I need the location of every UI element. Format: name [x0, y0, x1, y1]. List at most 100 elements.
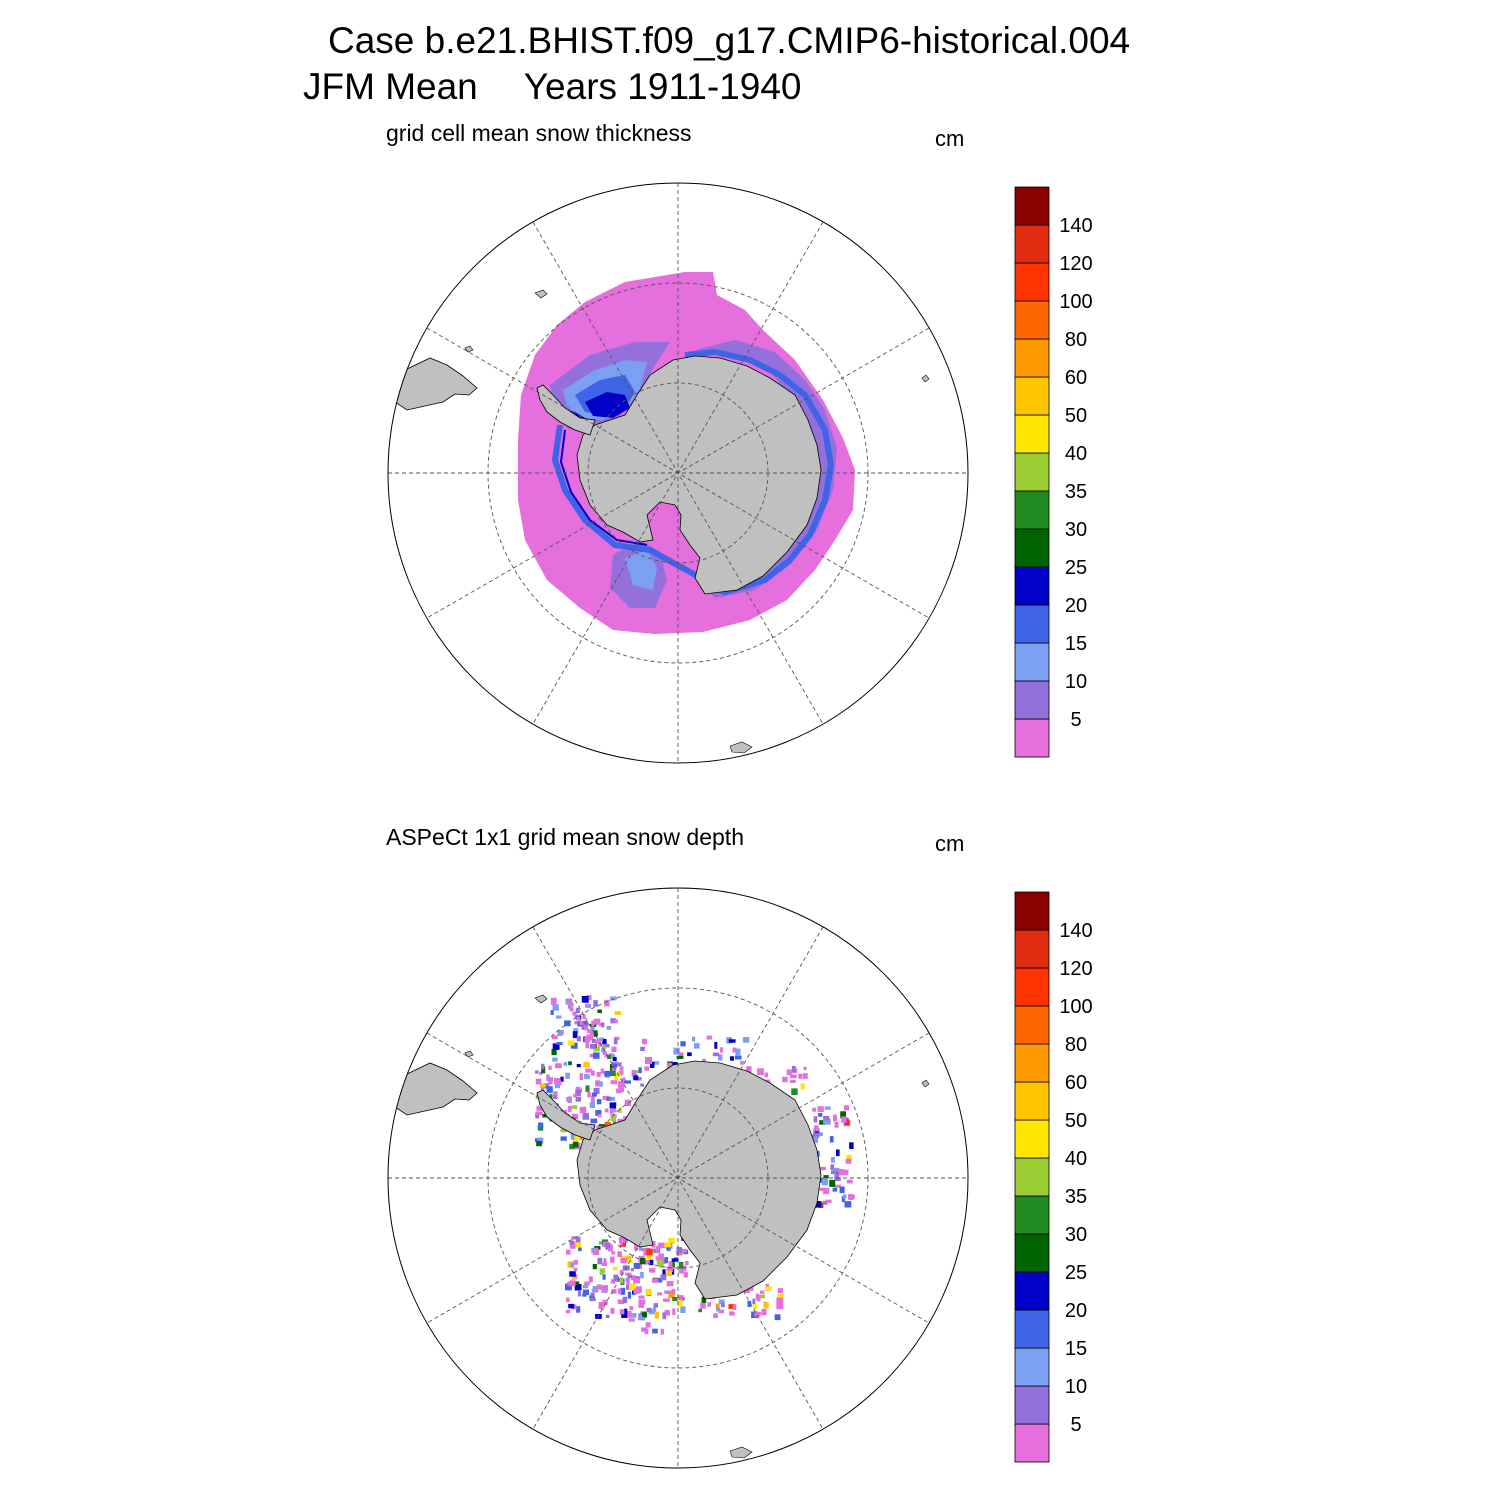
- colorbar-label: 50: [1065, 1110, 1087, 1132]
- colorbar-swatch: [1014, 1157, 1050, 1197]
- observation-cell: [568, 1061, 572, 1066]
- observation-cell: [831, 1170, 838, 1175]
- colorbar-swatch: [1014, 929, 1050, 969]
- observation-cell: [753, 1304, 757, 1310]
- observation-cell: [619, 1277, 624, 1284]
- colorbar-label: 40: [1065, 443, 1087, 465]
- observation-cell: [755, 1293, 759, 1300]
- observation-cell: [663, 1298, 670, 1302]
- observation-cell: [756, 1296, 761, 1302]
- observation-cell: [750, 1286, 754, 1291]
- observation-cell: [687, 1052, 692, 1057]
- observation-cell: [677, 1299, 683, 1307]
- observation-cell: [834, 1184, 841, 1188]
- observation-cell: [567, 1261, 573, 1268]
- observation-cell: [555, 1015, 562, 1019]
- colorbar-label: 20: [1065, 595, 1087, 617]
- observation-cell: [563, 1062, 568, 1066]
- observation-cell: [535, 1078, 542, 1085]
- observation-cell: [539, 1071, 543, 1075]
- observation-cell: [617, 1062, 622, 1067]
- observation-cell: [668, 1237, 675, 1244]
- observation-cell: [829, 1179, 836, 1187]
- colorbar-swatch: [1014, 891, 1050, 931]
- observation-cell: [537, 1137, 544, 1145]
- observation-cell: [593, 1032, 598, 1037]
- observation-cell: [656, 1258, 663, 1265]
- observation-cell: [629, 1313, 637, 1318]
- coastal-snow-band: [551, 348, 835, 596]
- observation-cell: [581, 996, 589, 1003]
- observation-cell: [831, 1156, 835, 1163]
- observation-cell: [680, 1306, 686, 1313]
- observation-cell: [589, 1044, 596, 1049]
- observation-cell: [602, 1299, 608, 1306]
- observation-cell: [618, 1237, 626, 1243]
- observation-cell: [763, 1302, 769, 1309]
- antarctic-peninsula-land: [536, 1089, 596, 1141]
- observation-cell: [570, 1262, 575, 1268]
- observation-cell: [536, 1141, 542, 1147]
- observation-cell: [589, 1297, 596, 1302]
- observation-cell: [574, 1021, 578, 1025]
- observation-cell: [591, 1020, 595, 1027]
- observation-cell: [640, 1272, 644, 1279]
- colorbar-swatch: [1014, 300, 1050, 340]
- colorbar-label: 100: [1059, 996, 1092, 1018]
- observation-cell: [846, 1154, 852, 1162]
- observation-cell: [627, 1274, 633, 1279]
- observation-cell: [645, 1288, 652, 1296]
- observation-cell: [633, 1277, 640, 1284]
- observation-cell: [613, 1063, 618, 1068]
- observation-cell: [570, 1042, 578, 1049]
- observation-cell: [610, 1279, 616, 1284]
- observation-cell: [592, 1248, 600, 1256]
- graticule: [388, 888, 968, 1468]
- observation-cell: [626, 1255, 632, 1263]
- observation-cell: [611, 1067, 617, 1071]
- observation-cell: [823, 1116, 830, 1122]
- observation-cell: [668, 1292, 675, 1298]
- snow-band-5-10: [695, 340, 837, 598]
- observation-cell: [598, 1022, 604, 1027]
- observation-cell: [644, 1066, 649, 1071]
- observation-cell: [610, 1256, 615, 1263]
- colorbar-swatch: [1014, 1309, 1050, 1349]
- observation-cell: [602, 1095, 607, 1101]
- observation-cell: [813, 1132, 820, 1138]
- observation-cell: [714, 1041, 718, 1049]
- observation-cell: [554, 1083, 560, 1089]
- observation-cell: [610, 1070, 616, 1077]
- colorbar-label: 25: [1065, 1262, 1087, 1284]
- observation-cell: [576, 1016, 581, 1021]
- observation-cell: [814, 1201, 822, 1208]
- observation-cell: [597, 1039, 601, 1044]
- observation-cell: [682, 1248, 687, 1253]
- observation-cell: [626, 1279, 630, 1286]
- observation-cell: [593, 1018, 601, 1025]
- observation-cell: [606, 1026, 611, 1030]
- island-land: [921, 1079, 930, 1088]
- observation-cell: [841, 1196, 845, 1203]
- observation-cell: [598, 1081, 603, 1087]
- observation-cell: [614, 1036, 620, 1040]
- colorbar-label: 30: [1065, 519, 1087, 541]
- observation-cell: [803, 1066, 807, 1070]
- observation-cell: [599, 1268, 606, 1274]
- observation-cell: [538, 1122, 544, 1128]
- observation-cell: [569, 1271, 576, 1277]
- colorbar-label: 80: [1065, 329, 1087, 351]
- observation-cell: [774, 1314, 781, 1321]
- observation-cell: [582, 1014, 586, 1020]
- observation-cell: [565, 1072, 570, 1079]
- observation-cell: [849, 1142, 854, 1149]
- colorbar-label: 50: [1065, 405, 1087, 427]
- observation-cell: [612, 1119, 617, 1125]
- snow-band-10-15: [625, 550, 657, 590]
- observation-cell: [664, 1310, 670, 1316]
- observation-cell: [552, 1057, 558, 1062]
- observation-cell: [823, 1175, 829, 1179]
- observation-cell: [569, 1240, 574, 1245]
- observation-cell: [552, 1004, 559, 1011]
- colorbar-label: 30: [1065, 1224, 1087, 1246]
